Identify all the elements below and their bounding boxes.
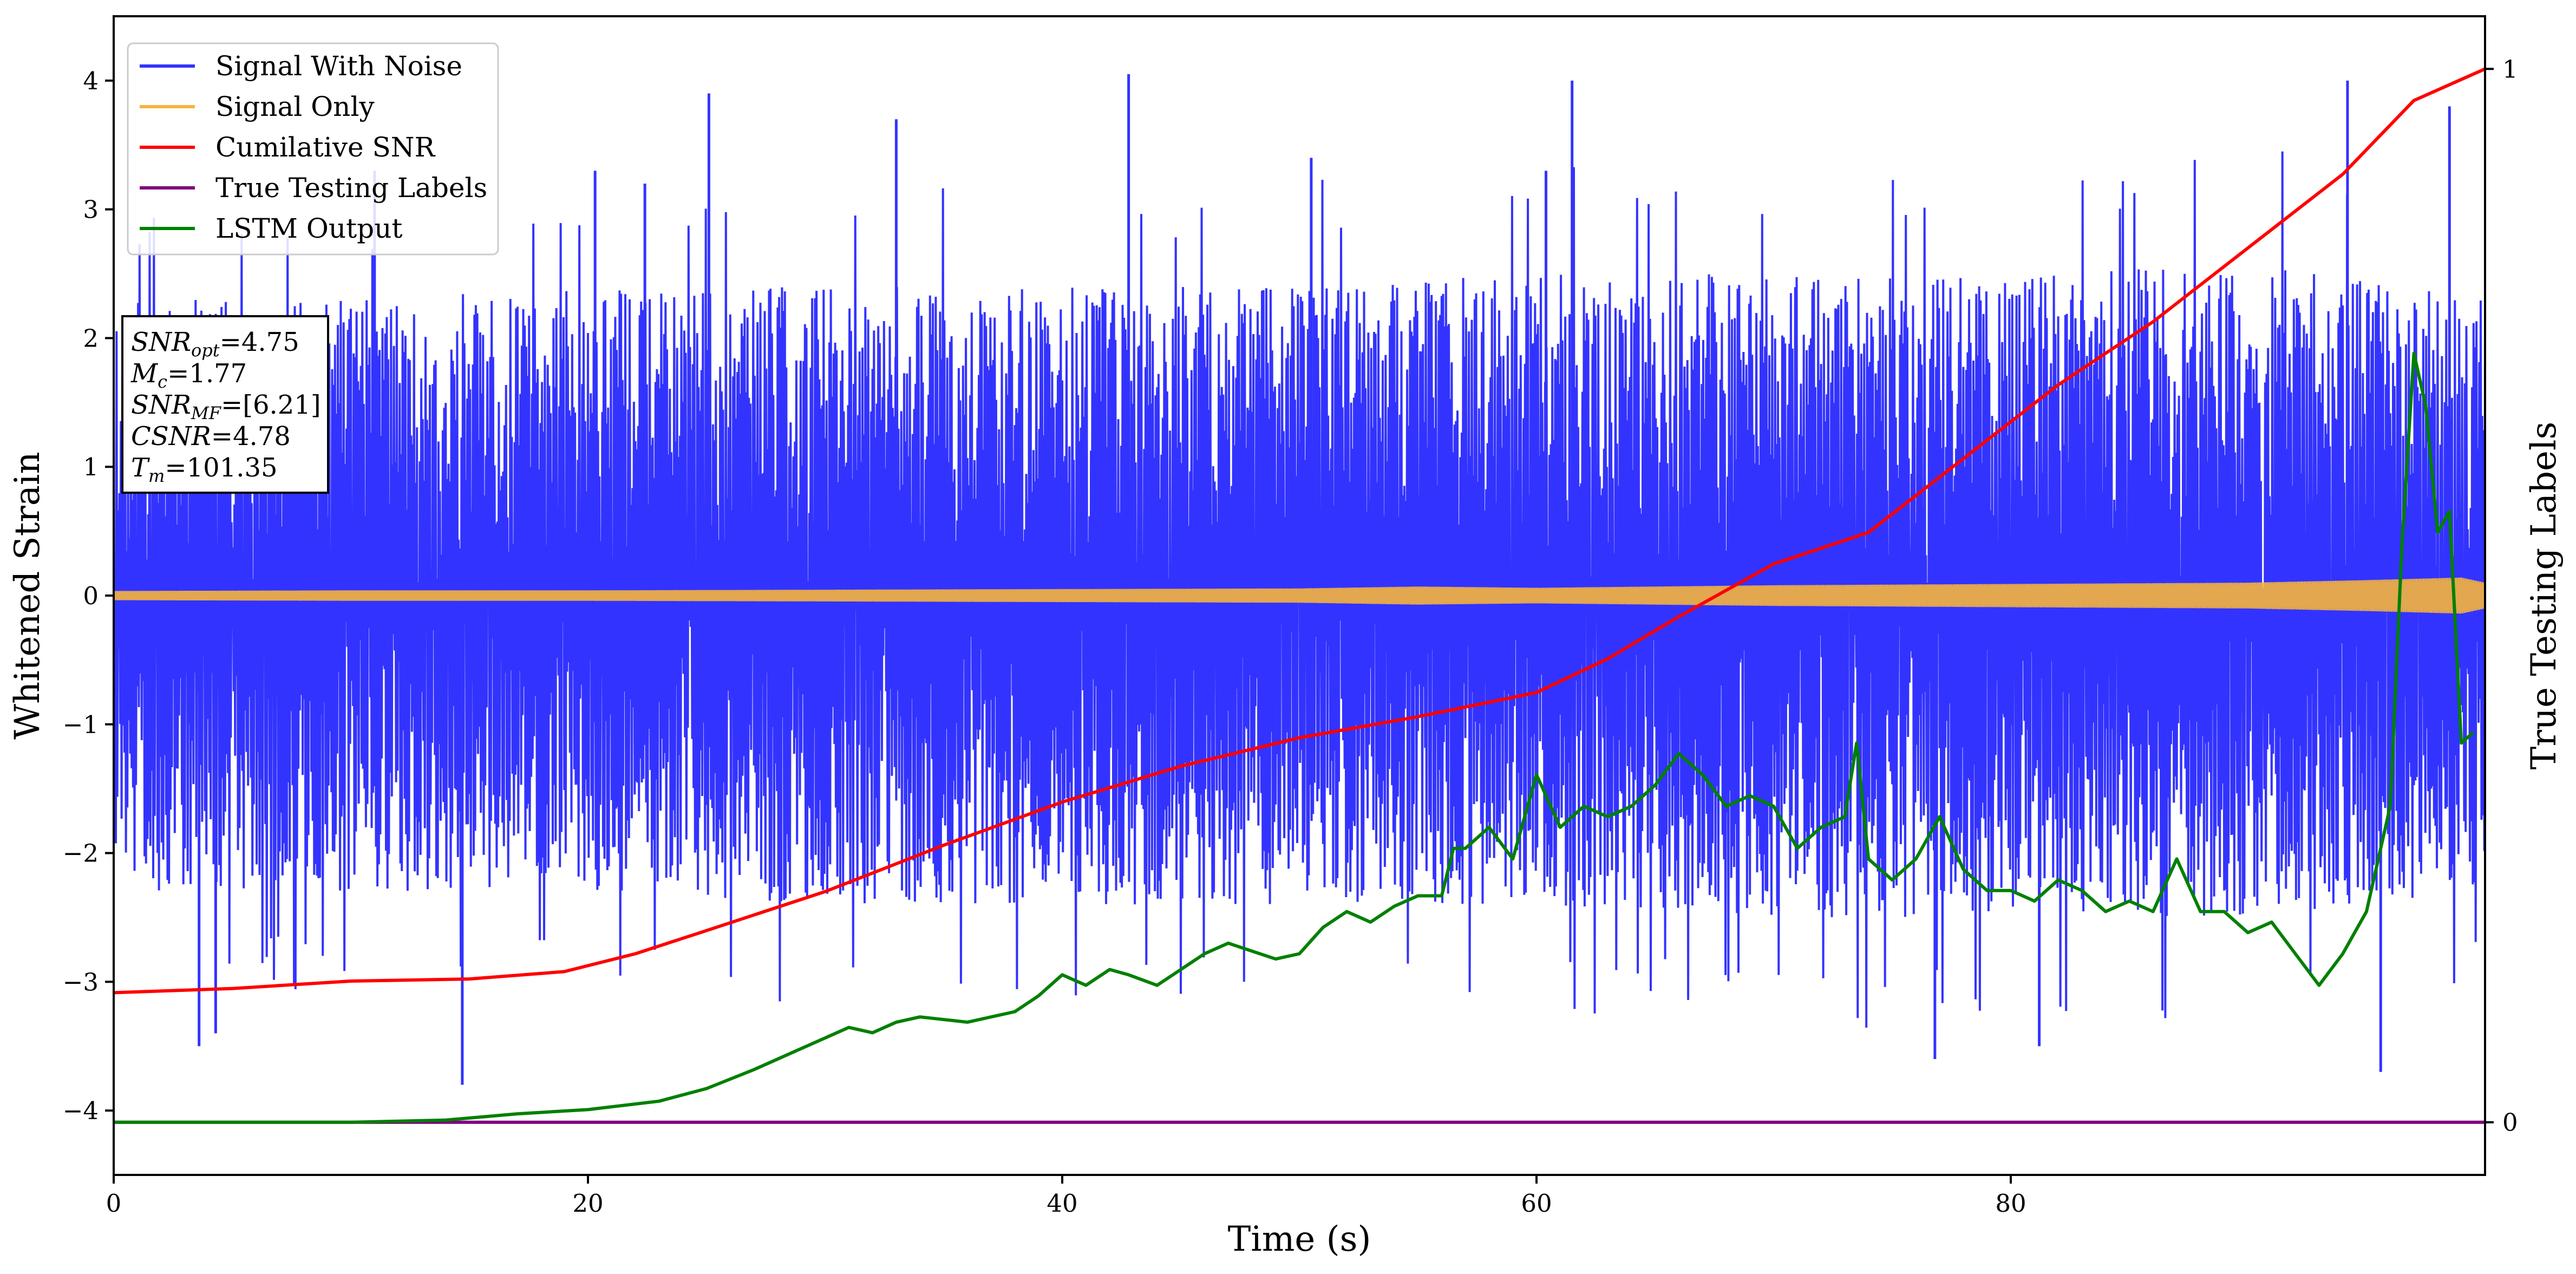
x-axis-title: Time (s) (1228, 1219, 1371, 1259)
annotation-line: Mc=1.77 (130, 358, 247, 392)
y-tick-label: −3 (63, 968, 99, 996)
x-tick-label: 40 (1047, 1189, 1077, 1218)
annotation-frame (121, 315, 329, 494)
signal-with-noise-line (114, 151, 2485, 1028)
y2-tick-label: 0 (2502, 1108, 2518, 1137)
x-tick-label: 60 (1521, 1189, 1552, 1218)
series-signal-only (114, 577, 2485, 614)
y-tick-label: −1 (63, 710, 99, 739)
y-tick-label: 3 (83, 195, 99, 224)
y-tick-label: 0 (83, 582, 99, 610)
annotation-box: SNRopt=4.75Mc=1.77SNRMF=[6.21]CSNR=4.78T… (121, 315, 329, 494)
signal-only-line (114, 577, 2485, 614)
legend-label: LSTM Output (215, 213, 402, 244)
y-tick-label: 1 (83, 453, 99, 481)
y2-tick-label: 1 (2502, 55, 2518, 83)
legend-entries: Signal With Noise Signal Only Cumilative S… (140, 50, 487, 244)
series-signal-with-noise (114, 74, 2485, 1085)
annotation-line: CSNR=4.78 (131, 421, 291, 452)
y-tick-label: 4 (83, 67, 99, 95)
annotation-lines: SNRopt=4.75Mc=1.77SNRMF=[6.21]CSNR=4.78T… (130, 327, 321, 486)
y-tick-label: −4 (63, 1096, 99, 1125)
annotation-line: SNRMF=[6.21] (131, 390, 321, 423)
series-layer (114, 67, 2485, 1124)
cumilative-snr-line (114, 67, 2485, 995)
annotation-line: Tm=101.35 (131, 453, 278, 486)
y2-axis-title: True Testing Labels (2524, 422, 2564, 770)
legend-label: Signal Only (215, 91, 375, 122)
lstm-output-line (114, 351, 2475, 1124)
x-tick-label: 0 (106, 1189, 122, 1218)
x-tick-label: 80 (1995, 1189, 2026, 1218)
annotation-line: SNRopt=4.75 (131, 327, 299, 361)
y-tick-label: 2 (83, 324, 99, 352)
x-tick-label: 20 (572, 1189, 603, 1218)
legend-label: True Testing Labels (215, 172, 487, 204)
series-cumilative-snr (114, 67, 2485, 995)
y-axis-title: Whitened Strain (8, 452, 48, 739)
legend: Signal With Noise Signal Only Cumilative S… (127, 42, 499, 256)
y-tick-label: −2 (63, 839, 99, 868)
legend-label: Cumilative SNR (215, 132, 435, 163)
legend-box (127, 42, 499, 256)
legend-label: Signal With Noise (215, 50, 462, 82)
series-lstm-output (114, 351, 2475, 1124)
